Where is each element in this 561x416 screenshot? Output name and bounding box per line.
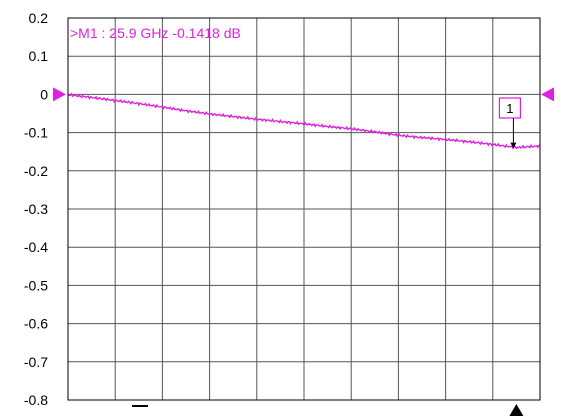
trace	[67, 92, 541, 150]
y-tick-label: -0.3	[24, 201, 48, 217]
y-tick-label: -0.2	[24, 163, 48, 179]
y-tick-label: -0.8	[24, 392, 48, 408]
y-tick-label: -0.6	[24, 316, 48, 332]
marker-readout: >M1 : 25.9 GHz -0.1418 dB	[70, 25, 241, 41]
y-tick-label: -0.1	[24, 125, 48, 141]
plot-frame	[67, 17, 541, 401]
y-tick-label: 0.1	[29, 48, 49, 64]
reference-marker-left	[53, 87, 66, 102]
y-tick-label: -0.4	[24, 239, 48, 255]
marker-pointer	[510, 142, 517, 149]
marker-box	[498, 97, 521, 119]
y-axis-tick-labels: 0.2 0.1 0 -0.1 -0.2 -0.3 -0.4 -0.5 -0.6 -0.7 -0.8	[24, 10, 48, 408]
reference-marker-right	[541, 87, 554, 102]
marker-box-label: 1	[506, 101, 513, 116]
y-tick-label: -0.5	[24, 277, 48, 293]
marker-1: 1	[498, 97, 521, 149]
y-tick-label: 0.2	[29, 10, 49, 26]
grid	[68, 18, 540, 400]
bottom-indicators	[132, 404, 524, 416]
reference-level-markers	[53, 87, 554, 102]
marker-position-indicator	[509, 404, 524, 416]
y-tick-label: 0	[40, 86, 48, 102]
y-tick-label: -0.7	[24, 354, 48, 370]
trace-line	[67, 92, 541, 150]
